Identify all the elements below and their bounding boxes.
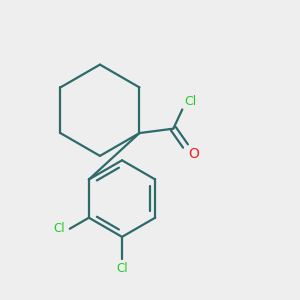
Text: Cl: Cl [184,95,197,108]
Text: O: O [188,148,199,161]
Text: Cl: Cl [54,222,65,235]
Text: Cl: Cl [116,262,128,275]
